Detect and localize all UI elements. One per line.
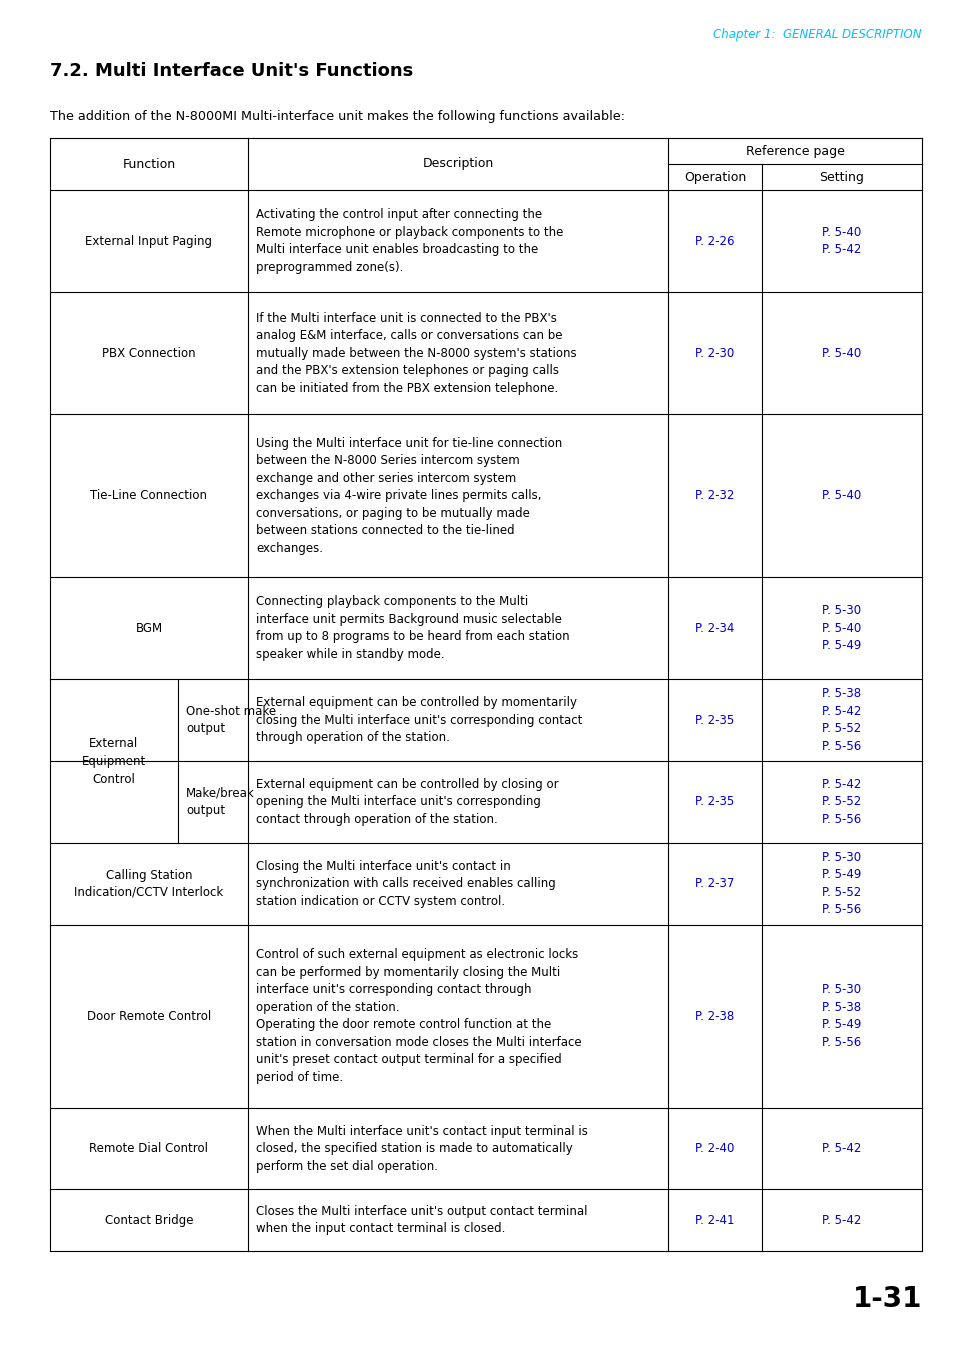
Text: Closing the Multi interface unit's contact in
synchronization with calls receive: Closing the Multi interface unit's conta… [255, 859, 556, 908]
Text: Calling Station
Indication/CCTV Interlock: Calling Station Indication/CCTV Interloc… [74, 869, 223, 898]
Text: Tie-Line Connection: Tie-Line Connection [91, 489, 208, 503]
Text: P. 2-38: P. 2-38 [695, 1009, 734, 1023]
Text: P. 5-30
P. 5-49
P. 5-52
P. 5-56: P. 5-30 P. 5-49 P. 5-52 P. 5-56 [821, 851, 861, 916]
Text: 7.2. Multi Interface Unit's Functions: 7.2. Multi Interface Unit's Functions [50, 62, 413, 80]
Text: Control of such external equipment as electronic locks
can be performed by momen: Control of such external equipment as el… [255, 948, 581, 1084]
Text: Setting: Setting [819, 170, 863, 184]
Text: Reference page: Reference page [745, 145, 843, 158]
Text: When the Multi interface unit's contact input terminal is
closed, the specified : When the Multi interface unit's contact … [255, 1124, 587, 1173]
Text: P. 5-30
P. 5-38
P. 5-49
P. 5-56: P. 5-30 P. 5-38 P. 5-49 P. 5-56 [821, 984, 861, 1048]
Text: Function: Function [122, 158, 175, 170]
Text: P. 2-34: P. 2-34 [695, 621, 734, 635]
Text: Chapter 1:  GENERAL DESCRIPTION: Chapter 1: GENERAL DESCRIPTION [713, 28, 921, 41]
Text: P. 5-30
P. 5-40
P. 5-49: P. 5-30 P. 5-40 P. 5-49 [821, 604, 861, 653]
Text: One-shot make
output: One-shot make output [186, 705, 275, 735]
Text: P. 2-37: P. 2-37 [695, 877, 734, 890]
Text: Using the Multi interface unit for tie-line connection
between the N-8000 Series: Using the Multi interface unit for tie-l… [255, 436, 561, 555]
Text: Make/break
output: Make/break output [186, 786, 254, 817]
Text: P. 2-26: P. 2-26 [695, 235, 734, 247]
Text: P. 5-40: P. 5-40 [821, 489, 861, 503]
Text: Description: Description [422, 158, 493, 170]
Text: P. 2-32: P. 2-32 [695, 489, 734, 503]
Text: BGM: BGM [135, 621, 162, 635]
Text: External equipment can be controlled by momentarily
closing the Multi interface : External equipment can be controlled by … [255, 696, 581, 744]
Text: Closes the Multi interface unit's output contact terminal
when the input contact: Closes the Multi interface unit's output… [255, 1205, 587, 1235]
Text: P. 5-38
P. 5-42
P. 5-52
P. 5-56: P. 5-38 P. 5-42 P. 5-52 P. 5-56 [821, 688, 861, 753]
Text: P. 5-40: P. 5-40 [821, 347, 861, 359]
Text: P. 5-42: P. 5-42 [821, 1142, 861, 1155]
Text: P. 2-41: P. 2-41 [695, 1213, 734, 1227]
Text: P. 2-35: P. 2-35 [695, 796, 734, 808]
Text: External
Equipment
Control: External Equipment Control [82, 736, 146, 785]
Text: P. 2-30: P. 2-30 [695, 347, 734, 359]
Text: External equipment can be controlled by closing or
opening the Multi interface u: External equipment can be controlled by … [255, 778, 558, 825]
Text: 1-31: 1-31 [852, 1285, 921, 1313]
Text: P. 2-40: P. 2-40 [695, 1142, 734, 1155]
Text: P. 5-42
P. 5-52
P. 5-56: P. 5-42 P. 5-52 P. 5-56 [821, 778, 861, 825]
Text: Activating the control input after connecting the
Remote microphone or playback : Activating the control input after conne… [255, 208, 563, 274]
Text: Contact Bridge: Contact Bridge [105, 1213, 193, 1227]
Text: External Input Paging: External Input Paging [86, 235, 213, 247]
Text: If the Multi interface unit is connected to the PBX's
analog E&M interface, call: If the Multi interface unit is connected… [255, 312, 576, 394]
Text: PBX Connection: PBX Connection [102, 347, 195, 359]
Text: P. 5-40
P. 5-42: P. 5-40 P. 5-42 [821, 226, 861, 257]
Text: P. 5-42: P. 5-42 [821, 1213, 861, 1227]
Text: Door Remote Control: Door Remote Control [87, 1009, 211, 1023]
Text: The addition of the N-8000MI Multi-interface unit makes the following functions : The addition of the N-8000MI Multi-inter… [50, 109, 624, 123]
Text: P. 2-35: P. 2-35 [695, 713, 734, 727]
Text: Remote Dial Control: Remote Dial Control [90, 1142, 209, 1155]
Text: Operation: Operation [683, 170, 745, 184]
Text: Connecting playback components to the Multi
interface unit permits Background mu: Connecting playback components to the Mu… [255, 596, 569, 661]
